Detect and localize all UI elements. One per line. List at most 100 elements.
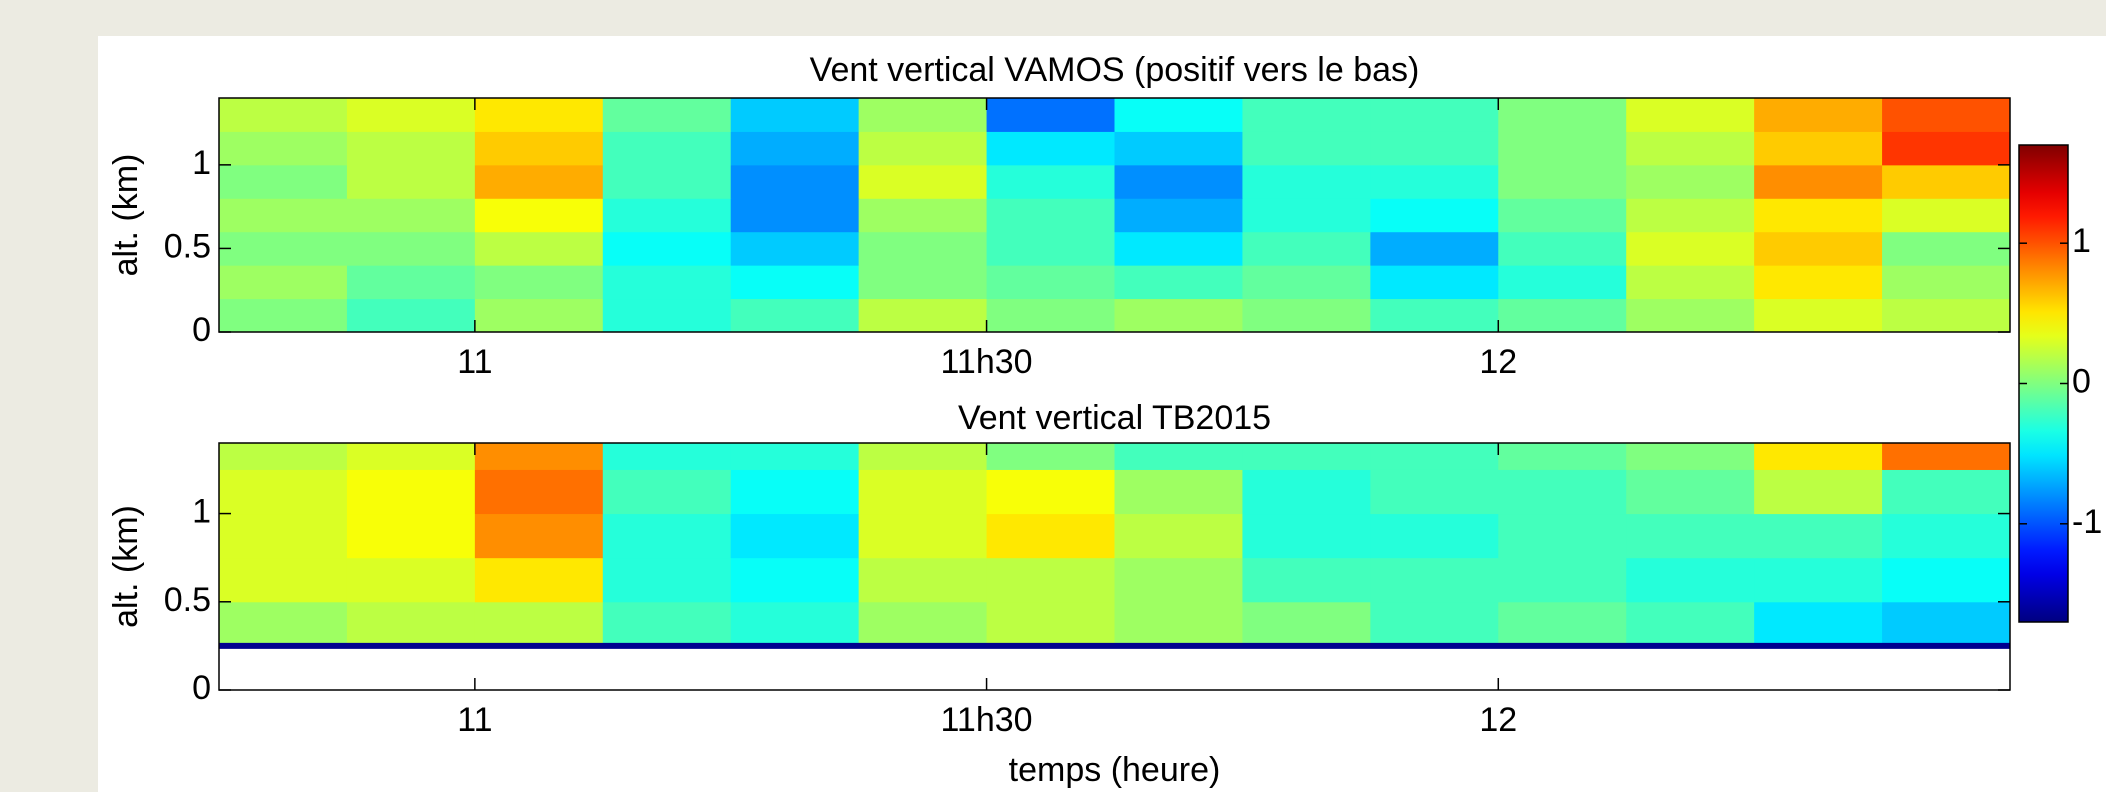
heatmap-cell	[1626, 557, 1755, 603]
heatmap-cell	[346, 557, 476, 603]
heatmap-cell	[1498, 164, 1627, 199]
heatmap-cell	[986, 198, 1115, 233]
heatmap-cell	[474, 469, 604, 515]
heatmap-cell	[858, 443, 988, 470]
heatmap-cell	[1242, 231, 1371, 266]
x-tick-label: 12	[1479, 343, 1517, 381]
y-tick-label: 1	[192, 493, 211, 531]
heatmap-cell	[602, 469, 732, 515]
heatmap-cell	[1754, 265, 1883, 300]
heatmap-cell	[1754, 557, 1883, 603]
heatmap-cell	[1242, 298, 1371, 333]
colorbar	[2018, 144, 2069, 623]
heatmap-cell	[219, 131, 348, 166]
heatmap-cell	[730, 265, 860, 300]
heatmap-cell	[1242, 265, 1371, 300]
heatmap-cell	[346, 265, 476, 300]
heatmap-cell	[730, 443, 860, 470]
heatmap-cell	[346, 601, 476, 647]
colorbar-tick-label: 1	[2072, 222, 2091, 260]
heatmap-cell	[1498, 513, 1627, 559]
heatmap-cell	[346, 469, 476, 515]
heatmap-cell	[1370, 265, 1499, 300]
chart-title: Vent vertical VAMOS (positif vers le bas…	[810, 51, 1420, 89]
heatmap-cell	[219, 298, 348, 333]
heatmap-cell	[1754, 164, 1883, 199]
heatmap-cell	[986, 131, 1115, 166]
heatmap-cell	[474, 298, 604, 333]
heatmap-cell	[986, 469, 1115, 515]
heatmap-cell	[730, 298, 860, 333]
colorbar-tick-label: 0	[2072, 362, 2091, 400]
heatmap-cell	[474, 265, 604, 300]
heatmap-cell	[1882, 98, 2011, 132]
heatmap-cell	[730, 557, 860, 603]
heatmap-cell	[1114, 557, 1243, 603]
heatmap-cell	[858, 164, 988, 199]
heatmap-cell	[602, 443, 732, 470]
heatmap-cell	[1626, 265, 1755, 300]
heatmap-cell	[1754, 601, 1883, 647]
heatmap-cell	[346, 231, 476, 266]
heatmap-cell	[1114, 98, 1243, 132]
heatmap-cell	[1242, 198, 1371, 233]
heatmap-cell	[1242, 557, 1371, 603]
heatmap-cell	[858, 131, 988, 166]
heatmap-cell	[474, 131, 604, 166]
heatmap-cell	[1626, 298, 1755, 333]
heatmap-cell	[986, 557, 1115, 603]
chart-title: Vent vertical TB2015	[958, 399, 1271, 437]
x-tick-label: 11	[457, 343, 492, 381]
heatmap-cell	[1370, 557, 1499, 603]
heatmap-cell	[219, 601, 348, 647]
x-tick-label: 11h30	[941, 701, 1033, 739]
heatmap-cell	[858, 98, 988, 132]
heatmap-cell	[1754, 298, 1883, 333]
x-axis-label: temps (heure)	[1009, 751, 1221, 789]
heatmap-cell	[1370, 443, 1499, 470]
heatmap-cell	[1882, 131, 2011, 166]
heatmap-cell	[1242, 601, 1371, 647]
y-tick-label: 0.5	[164, 227, 211, 265]
heatmap-cell	[730, 469, 860, 515]
heatmap-cell	[1370, 231, 1499, 266]
heatmap-cell	[219, 469, 348, 515]
heatmap-cell	[1626, 513, 1755, 559]
heatmap-cell	[1626, 469, 1755, 515]
heatmap-cell	[219, 98, 348, 132]
heatmap-cell	[346, 131, 476, 166]
heatmap-cell	[1370, 513, 1499, 559]
axes-box	[218, 97, 2011, 333]
heatmap-cell	[1754, 98, 1883, 132]
heatmap-cell	[346, 98, 476, 132]
heatmap-cell	[730, 513, 860, 559]
heatmap-cell	[219, 513, 348, 559]
heatmap-cell	[1114, 231, 1243, 266]
heatmap-cell	[1626, 601, 1755, 647]
heatmap-cell	[1114, 164, 1243, 199]
heatmap-cell	[602, 198, 732, 233]
heatmap-cell	[858, 198, 988, 233]
heatmap-cell	[730, 164, 860, 199]
heatmap-cell	[219, 265, 348, 300]
y-axis-label: alt. (km)	[107, 505, 145, 628]
heatmap-cell	[1114, 443, 1243, 470]
heatmap-cell	[986, 265, 1115, 300]
heatmap-cell	[986, 601, 1115, 647]
heatmap-cell	[602, 298, 732, 333]
heatmap-cell	[1498, 557, 1627, 603]
heatmap-cell	[1498, 131, 1627, 166]
colorbar-tick-label: -1	[2072, 503, 2102, 541]
heatmap-cell	[602, 98, 732, 132]
heatmap-cell	[1498, 265, 1627, 300]
heatmap-cell	[474, 164, 604, 199]
heatmap-cell	[1754, 231, 1883, 266]
heatmap-cell	[1242, 469, 1371, 515]
heatmap-cell	[858, 231, 988, 266]
heatmap-cell	[858, 469, 988, 515]
heatmap-cell	[1498, 198, 1627, 233]
heatmap-cell	[1114, 298, 1243, 333]
heatmap-cell	[346, 164, 476, 199]
heatmap-cell	[219, 164, 348, 199]
heatmap-cell	[1242, 443, 1371, 470]
